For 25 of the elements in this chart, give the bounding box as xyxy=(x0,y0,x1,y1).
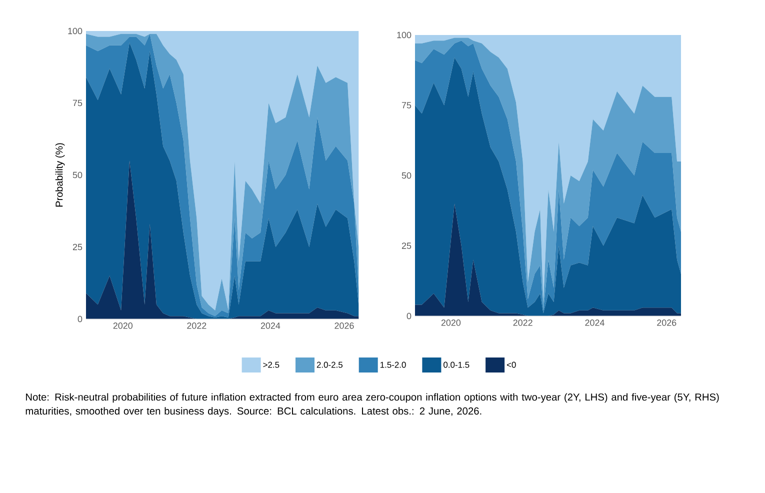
x-tick-label: 2022 xyxy=(187,322,206,329)
y-tick-label: 75 xyxy=(402,102,412,108)
x-tick-label: 2024 xyxy=(260,322,280,329)
y-tick-label: 100 xyxy=(68,28,82,34)
text: Note: Risk-neutral probabilities of future inflation extracted from euro area zero-coupon inflation options with two-year (2Y, LHS) and five-year (5Y, RHS) maturities, smoothed over ten business days. Source: BCL calculations. Latest obs.: 2 June, 2026. xyxy=(26,393,719,417)
legend-label: 0.0-1.5 xyxy=(444,362,470,368)
y-tick-label: 100 xyxy=(397,32,412,38)
y-tick-label: 0 xyxy=(78,316,82,322)
y-tick-label: 25 xyxy=(72,244,82,250)
y-tick-label: 25 xyxy=(402,242,412,249)
y-tick-label: 50 xyxy=(72,172,82,178)
y-tick-label: 50 xyxy=(402,172,412,179)
x-tick-label: 2026 xyxy=(334,322,354,329)
y-tick-label: 75 xyxy=(72,100,82,106)
y-axis-title: Probability (%) xyxy=(55,143,65,207)
x-tick-label: 2020 xyxy=(441,320,461,326)
x-tick-label: 2026 xyxy=(657,320,676,326)
legend-label: >2.5 xyxy=(263,362,280,368)
legend-label: <0 xyxy=(506,362,516,368)
legend-label: 1.5-2.0 xyxy=(380,362,406,368)
x-tick-label: 2024 xyxy=(585,320,604,326)
y-tick-label: 0 xyxy=(406,312,412,320)
x-tick-label: 2020 xyxy=(113,322,133,329)
x-tick-label: 2022 xyxy=(513,320,532,326)
legend-label: 2.0-2.5 xyxy=(316,362,343,368)
